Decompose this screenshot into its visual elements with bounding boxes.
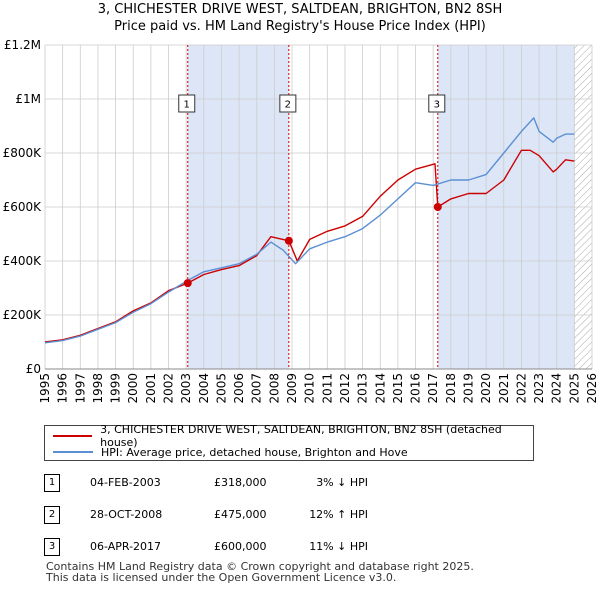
x-tick-label: 2015 bbox=[391, 373, 405, 404]
legend: 3, CHICHESTER DRIVE WEST, SALTDEAN, BRIG… bbox=[44, 423, 534, 461]
x-tick-label: 2018 bbox=[444, 373, 458, 404]
sale-hpi-diff: 3% ↓ HPI bbox=[316, 476, 368, 489]
x-tick-label: 2005 bbox=[214, 373, 228, 404]
y-tick-label: £600K bbox=[3, 200, 43, 214]
sale-point bbox=[284, 236, 293, 245]
x-tick-label: 1996 bbox=[56, 373, 70, 404]
x-tick-label: 2011 bbox=[320, 373, 334, 404]
x-tick-label: 2012 bbox=[338, 373, 352, 404]
series-line-hpi bbox=[44, 117, 575, 344]
legend-item-hpi: HPI: Average price, detached house, Brig… bbox=[53, 444, 408, 460]
sale-point bbox=[433, 203, 442, 211]
sale-price: £600,000 bbox=[214, 540, 267, 553]
sale-price: £318,000 bbox=[214, 476, 267, 489]
x-tick-label: 2026 bbox=[585, 373, 599, 404]
sale-date: 28-OCT-2008 bbox=[90, 508, 163, 521]
sale-marker-box bbox=[279, 94, 297, 113]
sale-marker-label: 3 bbox=[434, 100, 440, 111]
x-tick-label: 2002 bbox=[162, 373, 176, 404]
sale-date: 04-FEB-2003 bbox=[90, 476, 161, 489]
sale-date: 06-APR-2017 bbox=[90, 540, 162, 553]
y-tick-label: £800K bbox=[3, 146, 43, 160]
x-tick-label: 1998 bbox=[91, 373, 105, 404]
y-tick-label: £400K bbox=[3, 254, 43, 268]
legend-item-property: 3, CHICHESTER DRIVE WEST, SALTDEAN, BRIG… bbox=[53, 423, 533, 449]
sale-number: 3 bbox=[44, 538, 60, 556]
chart-title: 3, CHICHESTER DRIVE WEST, SALTDEAN, BRIG… bbox=[97, 2, 503, 17]
x-tick-label: 2025 bbox=[567, 373, 581, 404]
x-tick-label: 2022 bbox=[514, 373, 528, 404]
legend-label-hpi: HPI: Average price, detached house, Brig… bbox=[101, 445, 408, 459]
price-chart: 1 2 3 £0 £200K £400K £600K £800K £1M £1.2M 1995 19… bbox=[3, 38, 599, 404]
x-tick-label: 1997 bbox=[73, 373, 87, 404]
sale-row: 1 04-FEB-2003 £318,000 3% ↓ HPI bbox=[44, 474, 464, 494]
x-tick-label: 1999 bbox=[109, 373, 123, 404]
y-tick-label: £1M bbox=[15, 92, 41, 106]
x-tick-label: 2021 bbox=[497, 373, 511, 404]
x-tick-label: 2020 bbox=[479, 373, 493, 404]
series-line-property bbox=[44, 149, 575, 343]
x-tick-label: 2009 bbox=[285, 373, 299, 404]
x-tick-label: 2007 bbox=[250, 373, 264, 404]
sale-marker-box bbox=[428, 94, 446, 113]
x-tick-label: 2010 bbox=[303, 373, 317, 404]
x-tick-label: 2013 bbox=[356, 373, 370, 404]
sale-row: 2 28-OCT-2008 £475,000 12% ↑ HPI bbox=[44, 506, 464, 526]
legend-swatch-property bbox=[53, 435, 93, 437]
x-tick-label: 2003 bbox=[179, 373, 193, 404]
y-tick-label: £0 bbox=[26, 362, 41, 376]
x-tick-label: 2024 bbox=[550, 373, 564, 404]
x-tick-label: 2004 bbox=[197, 373, 211, 404]
x-tick-label: 2000 bbox=[126, 373, 140, 404]
sale-point bbox=[183, 279, 192, 288]
legend-label-property: 3, CHICHESTER DRIVE WEST, SALTDEAN, BRIG… bbox=[100, 423, 502, 449]
x-tick-label: 2016 bbox=[409, 373, 423, 404]
x-tick-label: 2017 bbox=[426, 373, 440, 404]
y-tick-label: £200K bbox=[3, 308, 43, 322]
sale-number: 1 bbox=[44, 474, 60, 492]
x-tick-label: 2008 bbox=[267, 373, 281, 404]
sale-hpi-diff: 12% ↑ HPI bbox=[309, 508, 368, 521]
sale-number: 2 bbox=[44, 506, 60, 524]
sale-price: £475,000 bbox=[214, 508, 267, 521]
x-tick-label: 2023 bbox=[532, 373, 546, 404]
x-tick-label: 1995 bbox=[38, 373, 52, 404]
footer-license: This data is licensed under the Open Gov… bbox=[46, 571, 397, 584]
sale-marker-label: 1 bbox=[184, 100, 190, 111]
sale-row: 3 06-APR-2017 £600,000 11% ↓ HPI bbox=[44, 538, 464, 558]
x-tick-label: 2019 bbox=[461, 373, 475, 404]
x-tick-label: 2006 bbox=[232, 373, 246, 404]
footer-copyright: Contains HM Land Registry data © Crown c… bbox=[46, 560, 474, 573]
sale-marker-box bbox=[178, 94, 196, 113]
x-tick-label: 2001 bbox=[144, 373, 158, 404]
sale-hpi-diff: 11% ↓ HPI bbox=[309, 540, 368, 553]
y-tick-label: £1.2M bbox=[4, 38, 41, 52]
legend-swatch-hpi bbox=[53, 451, 93, 453]
sale-marker-label: 2 bbox=[285, 100, 291, 111]
footer: Contains HM Land Registry data © Crown c… bbox=[46, 561, 474, 583]
x-tick-label: 2014 bbox=[373, 373, 387, 404]
chart-subtitle: Price paid vs. HM Land Registry's House … bbox=[114, 19, 486, 34]
